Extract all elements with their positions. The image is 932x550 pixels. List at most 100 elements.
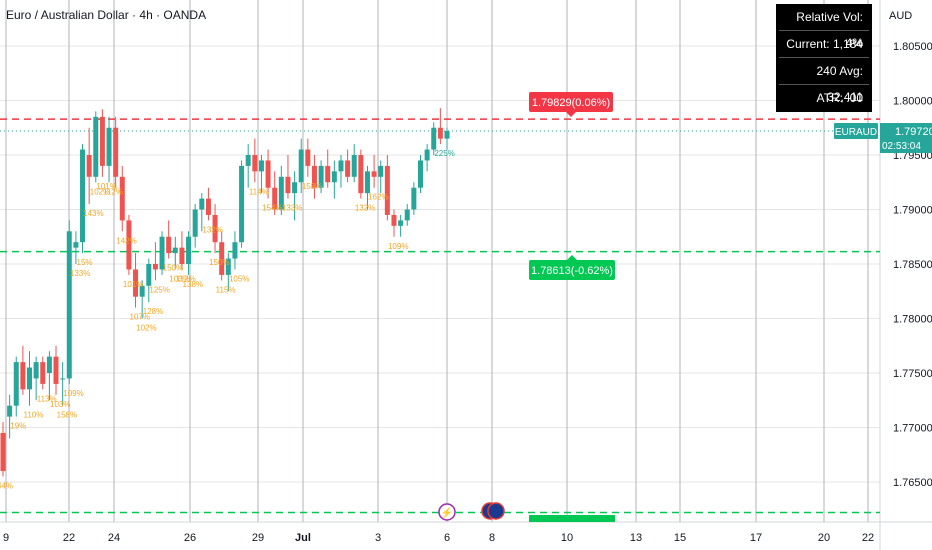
x-tick-label: 13: [630, 532, 642, 544]
volume-pct-label: 128%: [143, 307, 163, 316]
resistance-label-text: 1.79829(0.06%): [532, 97, 610, 109]
currency-label: AUD: [889, 10, 913, 22]
x-tick-label: 20: [818, 532, 830, 544]
x-tick-label: 15: [674, 532, 686, 544]
x-tick-label: 22: [63, 532, 75, 544]
support-label-bg: [529, 260, 615, 280]
candle: [119, 176, 125, 221]
candle: [219, 242, 225, 275]
candle: [113, 127, 119, 177]
candle: [305, 149, 311, 166]
candle: [106, 127, 112, 166]
candle: [272, 187, 278, 210]
countdown-tag: 02:53:04: [882, 141, 921, 152]
candle: [371, 171, 377, 177]
volume-pct-label: 102%: [90, 187, 110, 196]
candle: [146, 264, 152, 286]
candle: [66, 231, 72, 379]
candle: [46, 356, 52, 373]
candle: [73, 242, 79, 248]
volume-pct-label: 138%: [183, 280, 203, 289]
symbol-tag: EURAUD: [835, 127, 877, 138]
candle: [252, 155, 258, 172]
resistance-label-pointer: [566, 112, 576, 117]
y-tick-label: 1.76500: [893, 477, 932, 489]
volume-pct-label: 103%: [169, 274, 189, 283]
current-volume: Current: 1,184: [779, 31, 869, 58]
x-tick-label: 8: [489, 532, 495, 544]
candle: [404, 209, 410, 221]
volume-pct-label: 158%: [302, 182, 322, 191]
volume-pct-label: 143%: [83, 209, 103, 218]
volume-pct-label: 101%: [123, 280, 143, 289]
candle: [7, 405, 13, 417]
y-tick-label: 1.78500: [893, 259, 932, 271]
candle: [384, 165, 390, 215]
candle: [20, 362, 26, 390]
candle: [351, 155, 357, 177]
candle: [338, 160, 344, 172]
x-tick-label: Jul: [295, 532, 311, 544]
candle: [152, 264, 158, 270]
candle: [80, 149, 86, 243]
candle: [225, 258, 231, 275]
y-tick-label: 1.78000: [893, 314, 932, 326]
candle: [212, 214, 218, 243]
lightning-glyph: ⚡: [441, 506, 453, 519]
candle: [265, 160, 271, 188]
y-tick-label: 1.80000: [893, 96, 932, 108]
y-tick-label: 1.79000: [893, 205, 932, 217]
x-tick-label: 24: [108, 532, 120, 544]
volume-pct-label: 132%: [202, 225, 222, 234]
volume-pct-label: 101%: [96, 182, 116, 191]
volume-pct-label: 133%: [70, 269, 90, 278]
candle: [239, 165, 245, 243]
candle: [139, 285, 145, 297]
candle: [205, 198, 211, 215]
volume-pct-label: 158%: [57, 411, 77, 420]
candle: [232, 242, 238, 259]
volume-pct-label: 142%: [116, 236, 136, 245]
volume-pct-label: 110%: [24, 411, 44, 420]
x-tick-label: 10: [561, 532, 573, 544]
x-tick-label: 9: [3, 532, 9, 544]
candle: [444, 131, 450, 139]
x-tick-label: 26: [184, 532, 196, 544]
candle: [411, 187, 417, 210]
x-tick-label: 3: [375, 532, 381, 544]
candle: [292, 182, 298, 194]
candle: [53, 356, 59, 384]
candle: [199, 198, 205, 210]
candle: [27, 367, 33, 390]
lightning-icon: [438, 503, 456, 521]
candle: [60, 378, 66, 380]
symbol-tag-bg: [834, 123, 878, 140]
candle: [258, 160, 264, 172]
candle: [364, 171, 370, 194]
x-tick-label: 6: [444, 532, 450, 544]
candle: [311, 165, 317, 188]
volume-pct-label: 125%: [149, 285, 169, 294]
candle: [398, 220, 404, 226]
volume-pct-label: 150%: [209, 258, 229, 267]
candle: [278, 176, 284, 210]
candle: [285, 176, 291, 194]
volume-pct-label: 102%: [136, 324, 156, 333]
volume-pct-label: 109%: [63, 389, 83, 398]
candle: [391, 214, 397, 226]
volume-pct-label: 112%: [103, 187, 123, 196]
candle: [166, 236, 172, 254]
volume-pct-label: 154%: [262, 204, 282, 213]
volume-pct-label: 109%: [388, 242, 408, 251]
candle: [186, 236, 192, 264]
volume-pct-label: 105%: [229, 274, 249, 283]
support-label-text: 1.78613(-0.62%): [531, 265, 613, 277]
volume-pct-label: 113%: [37, 394, 57, 403]
resistance-label: 1.79829(0.06%): [529, 92, 613, 117]
candle: [325, 165, 331, 183]
price-tag-bg: [880, 123, 932, 154]
stats-panel: Relative Vol: 4% Current: 1,184 240 Avg:…: [776, 4, 872, 112]
y-tick-label: 1.77500: [893, 368, 932, 380]
x-tick-label: 17: [750, 532, 762, 544]
